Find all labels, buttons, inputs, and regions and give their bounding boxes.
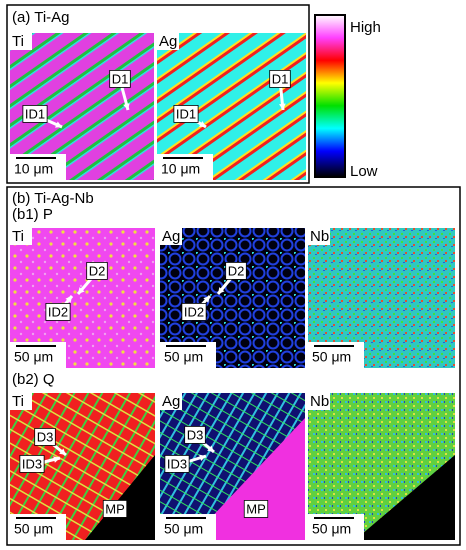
row-title: (b2) Q xyxy=(12,371,55,388)
element-label: Ag xyxy=(159,33,177,50)
annotation: D3 xyxy=(37,429,54,444)
arrow-head xyxy=(199,454,206,462)
annotation: ID3 xyxy=(22,456,42,471)
scale-label: 50 μm xyxy=(312,521,351,537)
annotation: MP xyxy=(246,501,266,516)
arrow-head xyxy=(207,445,214,452)
annotation-bg xyxy=(45,303,71,321)
arrow-head xyxy=(55,121,62,128)
annotation: D1 xyxy=(112,71,129,86)
annotation: ID3 xyxy=(167,456,187,471)
annotation: ID2 xyxy=(184,304,204,319)
element-label-bg xyxy=(10,33,32,50)
element-label: Ag xyxy=(162,393,180,410)
map-region xyxy=(355,455,455,540)
annotation-bg xyxy=(109,70,131,88)
scale-label: 10 μm xyxy=(14,161,53,177)
annotation-bg xyxy=(184,426,206,444)
element-label-bg xyxy=(308,393,330,410)
annotation-bg xyxy=(269,70,291,88)
arrow-head xyxy=(203,296,210,303)
arrow-head xyxy=(65,296,72,303)
annotation-bg xyxy=(19,455,45,473)
element-label: Nb xyxy=(310,393,329,410)
map-region xyxy=(85,455,155,540)
arrow-head xyxy=(53,456,60,463)
scale-label: 10 μm xyxy=(161,161,200,177)
annotation: ID1 xyxy=(176,106,196,121)
arrow-head xyxy=(59,448,66,455)
annotation-bg xyxy=(181,303,207,321)
annotation: ID2 xyxy=(48,304,68,319)
panel-a-frame xyxy=(6,4,310,184)
scale-label: 50 μm xyxy=(312,349,351,365)
annotation: D2 xyxy=(228,263,245,278)
annotation: D3 xyxy=(187,427,204,442)
element-label: Ag xyxy=(162,228,180,245)
annotation: MP xyxy=(105,501,125,516)
element-label-bg xyxy=(308,228,330,245)
arrow-head xyxy=(199,120,206,127)
element-label-bg xyxy=(10,228,32,245)
element-label: Nb xyxy=(310,228,329,245)
arrow-head xyxy=(123,103,130,110)
element-label: Ti xyxy=(12,228,24,245)
scale-label: 50 μm xyxy=(164,349,203,365)
colorbar-low: Low xyxy=(350,163,378,180)
element-label-bg xyxy=(10,393,32,410)
scale-label: 50 μm xyxy=(14,349,53,365)
colorbar xyxy=(314,14,346,178)
panel-a-title: (a) Ti-Ag xyxy=(12,9,70,26)
scale-label: 50 μm xyxy=(164,521,203,537)
arrow-head xyxy=(279,103,286,110)
annotation-bg xyxy=(22,105,48,123)
panel-b-title: (b) Ti-Ag-Nb xyxy=(12,190,94,207)
element-label: Ti xyxy=(12,393,24,410)
element-label-bg xyxy=(160,228,182,245)
element-label-bg xyxy=(160,393,182,410)
annotation-bg xyxy=(173,105,199,123)
map-region xyxy=(190,418,305,540)
annotation-bg xyxy=(102,500,128,518)
annotation: D2 xyxy=(89,263,106,278)
annotation-bg xyxy=(225,262,247,280)
annotation-bg xyxy=(164,455,190,473)
element-label: Ti xyxy=(12,33,24,50)
scale-label: 50 μm xyxy=(14,521,53,537)
arrow-head xyxy=(218,287,225,294)
element-label-bg xyxy=(157,33,179,50)
annotation-bg xyxy=(86,262,108,280)
annotation: D1 xyxy=(272,71,289,86)
arrow-head xyxy=(78,287,85,294)
row-title: (b1) P xyxy=(12,206,53,223)
annotation-bg xyxy=(243,500,269,518)
annotation: ID1 xyxy=(25,106,45,121)
panel-b-frame xyxy=(6,186,461,546)
annotation-bg xyxy=(34,428,56,446)
colorbar-high: High xyxy=(350,19,381,36)
